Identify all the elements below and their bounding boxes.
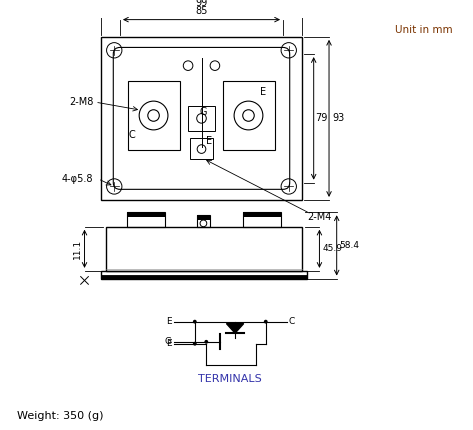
Bar	[127, 212, 165, 227]
Bar	[105, 227, 302, 271]
Bar	[188, 106, 215, 131]
Bar	[128, 81, 180, 150]
Text: G: G	[165, 337, 172, 346]
Text: Unit in mm: Unit in mm	[395, 25, 453, 35]
Circle shape	[193, 342, 197, 346]
Text: 79: 79	[315, 114, 328, 123]
Text: E: E	[166, 339, 172, 348]
Text: 85: 85	[195, 6, 208, 16]
Text: 11.1: 11.1	[73, 239, 82, 259]
Bar	[101, 275, 307, 279]
Text: 93: 93	[333, 114, 345, 123]
Text: 2-M4: 2-M4	[307, 212, 332, 222]
Bar	[101, 271, 307, 279]
Text: 58.4: 58.4	[340, 241, 359, 250]
Bar	[127, 212, 165, 217]
Bar	[223, 81, 275, 150]
Bar	[243, 212, 281, 217]
Bar	[197, 215, 210, 220]
Polygon shape	[227, 323, 244, 333]
Bar	[101, 37, 302, 200]
Circle shape	[264, 320, 268, 323]
Text: C: C	[128, 130, 135, 140]
Text: E: E	[206, 136, 212, 146]
Bar	[190, 138, 213, 159]
Text: 99: 99	[195, 0, 208, 8]
Text: E: E	[166, 317, 172, 326]
Text: 2-M8: 2-M8	[69, 97, 93, 107]
Circle shape	[204, 340, 208, 344]
Bar	[243, 212, 281, 227]
Text: E: E	[260, 87, 266, 98]
Text: G: G	[200, 107, 207, 117]
Bar	[197, 215, 210, 227]
Text: 45.9: 45.9	[322, 244, 342, 253]
Circle shape	[193, 320, 197, 323]
Text: Weight: 350 (g): Weight: 350 (g)	[18, 411, 104, 421]
Text: TERMINALS: TERMINALS	[198, 374, 262, 384]
Text: 4-φ5.8: 4-φ5.8	[61, 174, 93, 184]
Text: C: C	[289, 317, 295, 326]
